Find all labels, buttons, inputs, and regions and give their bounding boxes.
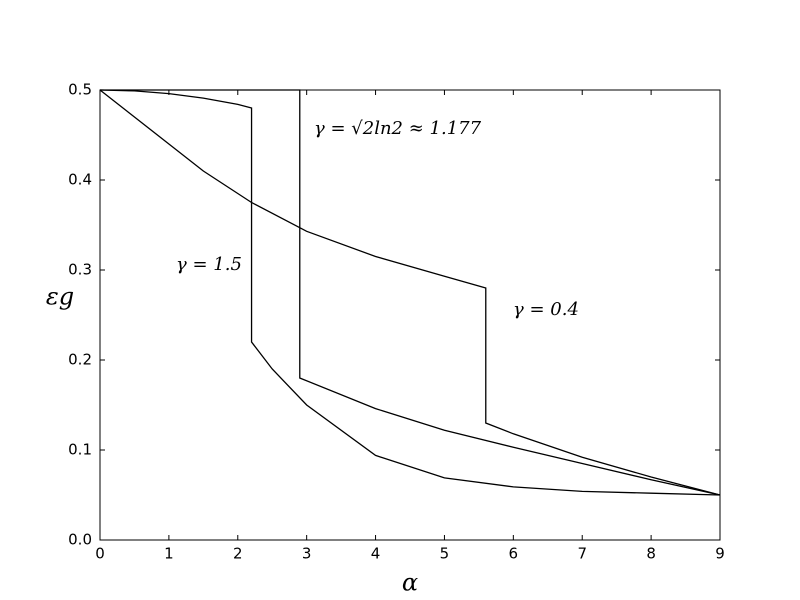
y-axis-label: εg [46,283,74,311]
x-tick-label: 0 [95,545,105,563]
line [100,89,721,496]
x-tick-label: 4 [371,545,381,563]
y-tick-label: 0.0 [68,531,92,549]
curve-label: γ = √2ln2 ≈ 1.177 [314,118,482,139]
line [99,89,721,496]
x-tick-label: 7 [577,545,587,563]
curve-label: γ = 0.4 [513,299,579,320]
line [99,89,721,496]
plot-frame [99,89,721,541]
y-tick-label: 0.2 [68,351,92,369]
x-tick-label: 6 [509,545,519,563]
x-axis-label: α [402,569,418,597]
x-tick-label: 9 [715,545,725,563]
curve-label: γ = 1.5 [176,254,242,275]
y-tick-label: 0.4 [68,171,92,189]
y-tick-label: 0.5 [68,81,92,99]
y-tick-label: 0.1 [68,441,92,459]
x-tick-label: 2 [233,545,243,563]
y-tick-label: 0.3 [68,261,92,279]
x-tick-label: 5 [440,545,450,563]
x-tick-label: 3 [302,545,312,563]
x-tick-label: 8 [646,545,656,563]
x-tick-label: 1 [164,545,174,563]
